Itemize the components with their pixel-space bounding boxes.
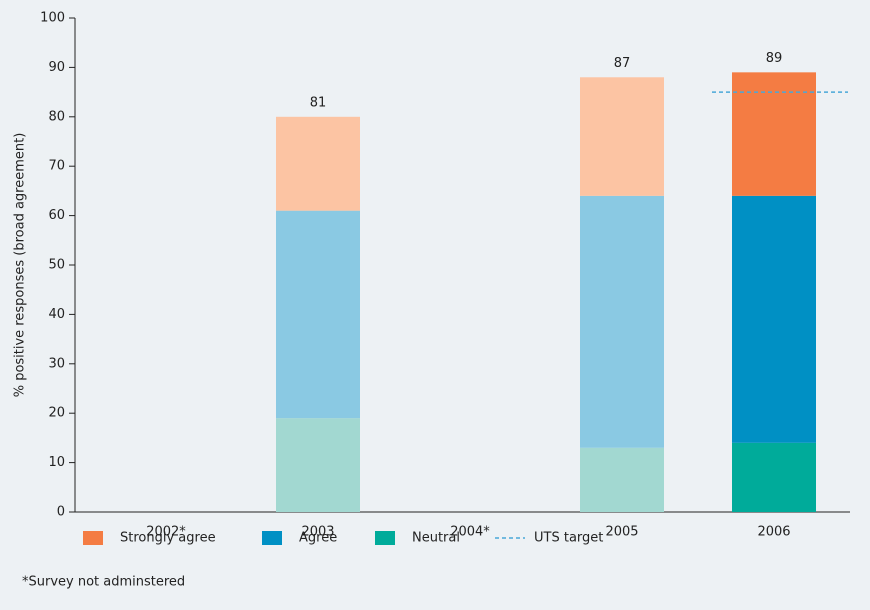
y-tick-label: 80 (48, 109, 65, 124)
bar-segment (276, 418, 360, 512)
y-tick-label: 10 (48, 455, 65, 470)
bar-segment (732, 195, 816, 443)
total-label: 81 (310, 95, 327, 110)
legend-swatch (375, 531, 395, 545)
y-tick-label: 0 (57, 505, 65, 520)
x-tick-label: 2005 (605, 525, 638, 540)
y-axis-label: % positive responses (broad agreement) (13, 133, 28, 398)
total-label: 89 (766, 51, 783, 66)
bar-segment (732, 72, 816, 196)
total-label: 87 (614, 56, 631, 71)
x-tick-label: 2004* (450, 525, 490, 540)
y-tick-label: 20 (48, 406, 65, 421)
legend-swatch (83, 531, 103, 545)
y-tick-label: 70 (48, 159, 65, 174)
bar-segment (580, 195, 664, 448)
y-tick-label: 90 (48, 60, 65, 75)
legend-label: Agree (299, 531, 337, 546)
y-tick-label: 40 (48, 307, 65, 322)
legend-swatch (262, 531, 282, 545)
bar-segment (580, 447, 664, 512)
bar-segment (732, 442, 816, 512)
y-tick-label: 100 (40, 11, 65, 26)
legend-label: UTS target (534, 531, 603, 546)
legend-label: Strongly agree (120, 531, 216, 546)
x-tick-label: 2006 (757, 525, 790, 540)
y-tick-label: 50 (48, 258, 65, 273)
bar-segment (580, 77, 664, 196)
x-tick-label: 2003 (301, 525, 334, 540)
y-tick-label: 60 (48, 208, 65, 223)
legend-label: Neutral (412, 531, 460, 546)
x-tick-label: 2002* (146, 525, 186, 540)
bar-segment (276, 210, 360, 419)
footnote: *Survey not adminstered (22, 575, 185, 590)
bar-segment (276, 116, 360, 211)
y-tick-label: 30 (48, 356, 65, 371)
